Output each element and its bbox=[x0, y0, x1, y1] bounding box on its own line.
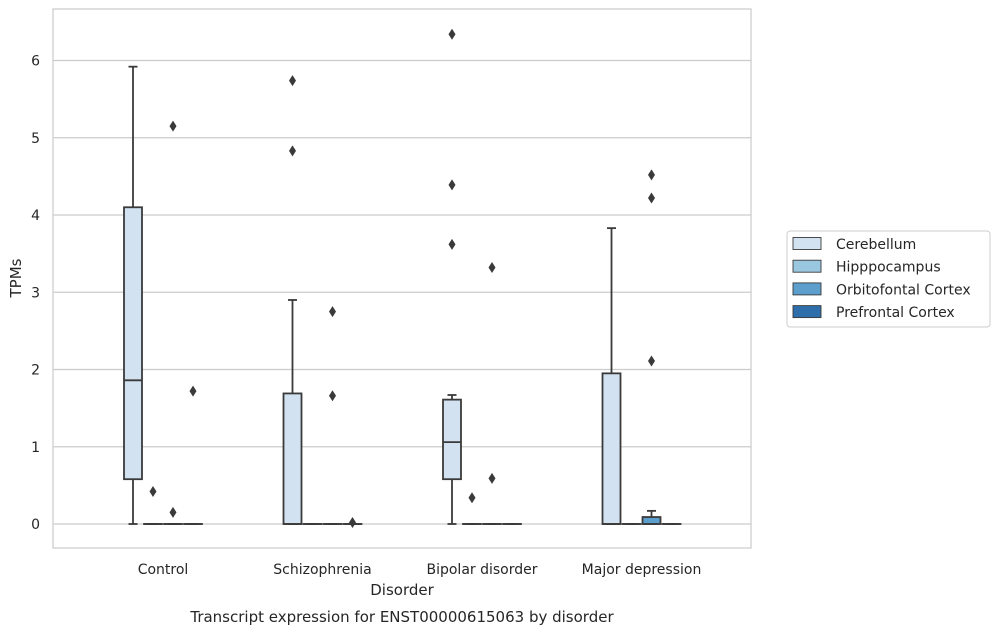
y-tick-label: 0 bbox=[31, 517, 40, 533]
outlier-point bbox=[468, 492, 476, 504]
box-group bbox=[442, 28, 462, 525]
box-group bbox=[163, 120, 183, 525]
y-tick-label: 1 bbox=[31, 440, 40, 456]
outlier-point bbox=[329, 306, 336, 318]
outlier-point bbox=[349, 516, 356, 528]
legend-swatch bbox=[792, 259, 822, 273]
outlier-point bbox=[448, 28, 456, 40]
legend-label: Prefrontal Cortex bbox=[836, 305, 955, 321]
outlier-point bbox=[289, 75, 296, 87]
y-tick-label: 2 bbox=[31, 363, 40, 379]
box bbox=[123, 206, 143, 481]
box-group bbox=[123, 65, 143, 525]
legend-label: Hipppocampus bbox=[836, 260, 941, 276]
legend-swatch bbox=[792, 305, 822, 319]
x-tick-label: Bipolar disorder bbox=[426, 562, 537, 578]
plot-background bbox=[53, 9, 751, 548]
box-group bbox=[282, 75, 303, 525]
box-group bbox=[601, 227, 622, 525]
box-group bbox=[641, 169, 662, 525]
box-group bbox=[342, 516, 363, 528]
outlier-point bbox=[648, 169, 655, 181]
box-group bbox=[183, 385, 203, 525]
legend-swatch bbox=[792, 237, 822, 250]
box bbox=[601, 372, 622, 525]
box-group bbox=[482, 262, 502, 525]
outlier-point bbox=[448, 179, 456, 191]
plot-frame bbox=[52, 8, 752, 549]
legend: Cerebellum Hipppocampus Orbitofontal Corte… bbox=[786, 230, 991, 328]
outlier-point bbox=[488, 472, 496, 484]
legend-label: Cerebellum bbox=[836, 237, 916, 253]
y-tick-labels: 0 1 2 3 4 5 6 bbox=[31, 54, 40, 534]
y-tick-label: 6 bbox=[31, 54, 40, 70]
x-tick-labels: Control Schizophrenia Bipolar disorder Majo… bbox=[138, 562, 702, 578]
y-tick-label: 4 bbox=[31, 208, 40, 224]
outlier-point bbox=[648, 192, 655, 204]
x-tick-label: Control bbox=[138, 562, 189, 578]
box bbox=[442, 398, 462, 481]
x-tick-label: Major depression bbox=[582, 562, 702, 578]
x-tick-label: Schizophrenia bbox=[273, 562, 371, 578]
box bbox=[282, 392, 303, 525]
outlier-point bbox=[149, 486, 157, 498]
outlier-point bbox=[169, 506, 177, 518]
outlier-point bbox=[169, 120, 177, 132]
y-tick-label: 5 bbox=[31, 131, 40, 147]
y-tick-label: 3 bbox=[31, 285, 40, 301]
legend-frame bbox=[786, 230, 991, 328]
box-group bbox=[462, 492, 482, 525]
outlier-point bbox=[329, 390, 336, 402]
outlier-point bbox=[189, 385, 197, 397]
y-axis-label: TPMs bbox=[7, 258, 25, 298]
legend-swatch bbox=[792, 282, 822, 296]
outlier-point bbox=[448, 238, 456, 250]
box-group bbox=[143, 486, 163, 525]
legend-label: Orbitofontal Cortex bbox=[836, 282, 971, 298]
box-group bbox=[322, 306, 343, 525]
outlier-point bbox=[289, 145, 296, 157]
box-groups bbox=[123, 28, 682, 528]
outlier-point bbox=[488, 262, 496, 274]
gridlines bbox=[53, 59, 751, 525]
outlier-point bbox=[648, 355, 655, 367]
chart-title: Transcript expression for ENST0000061506… bbox=[189, 608, 614, 626]
box bbox=[641, 516, 662, 525]
x-axis-label: Disorder bbox=[370, 581, 434, 599]
